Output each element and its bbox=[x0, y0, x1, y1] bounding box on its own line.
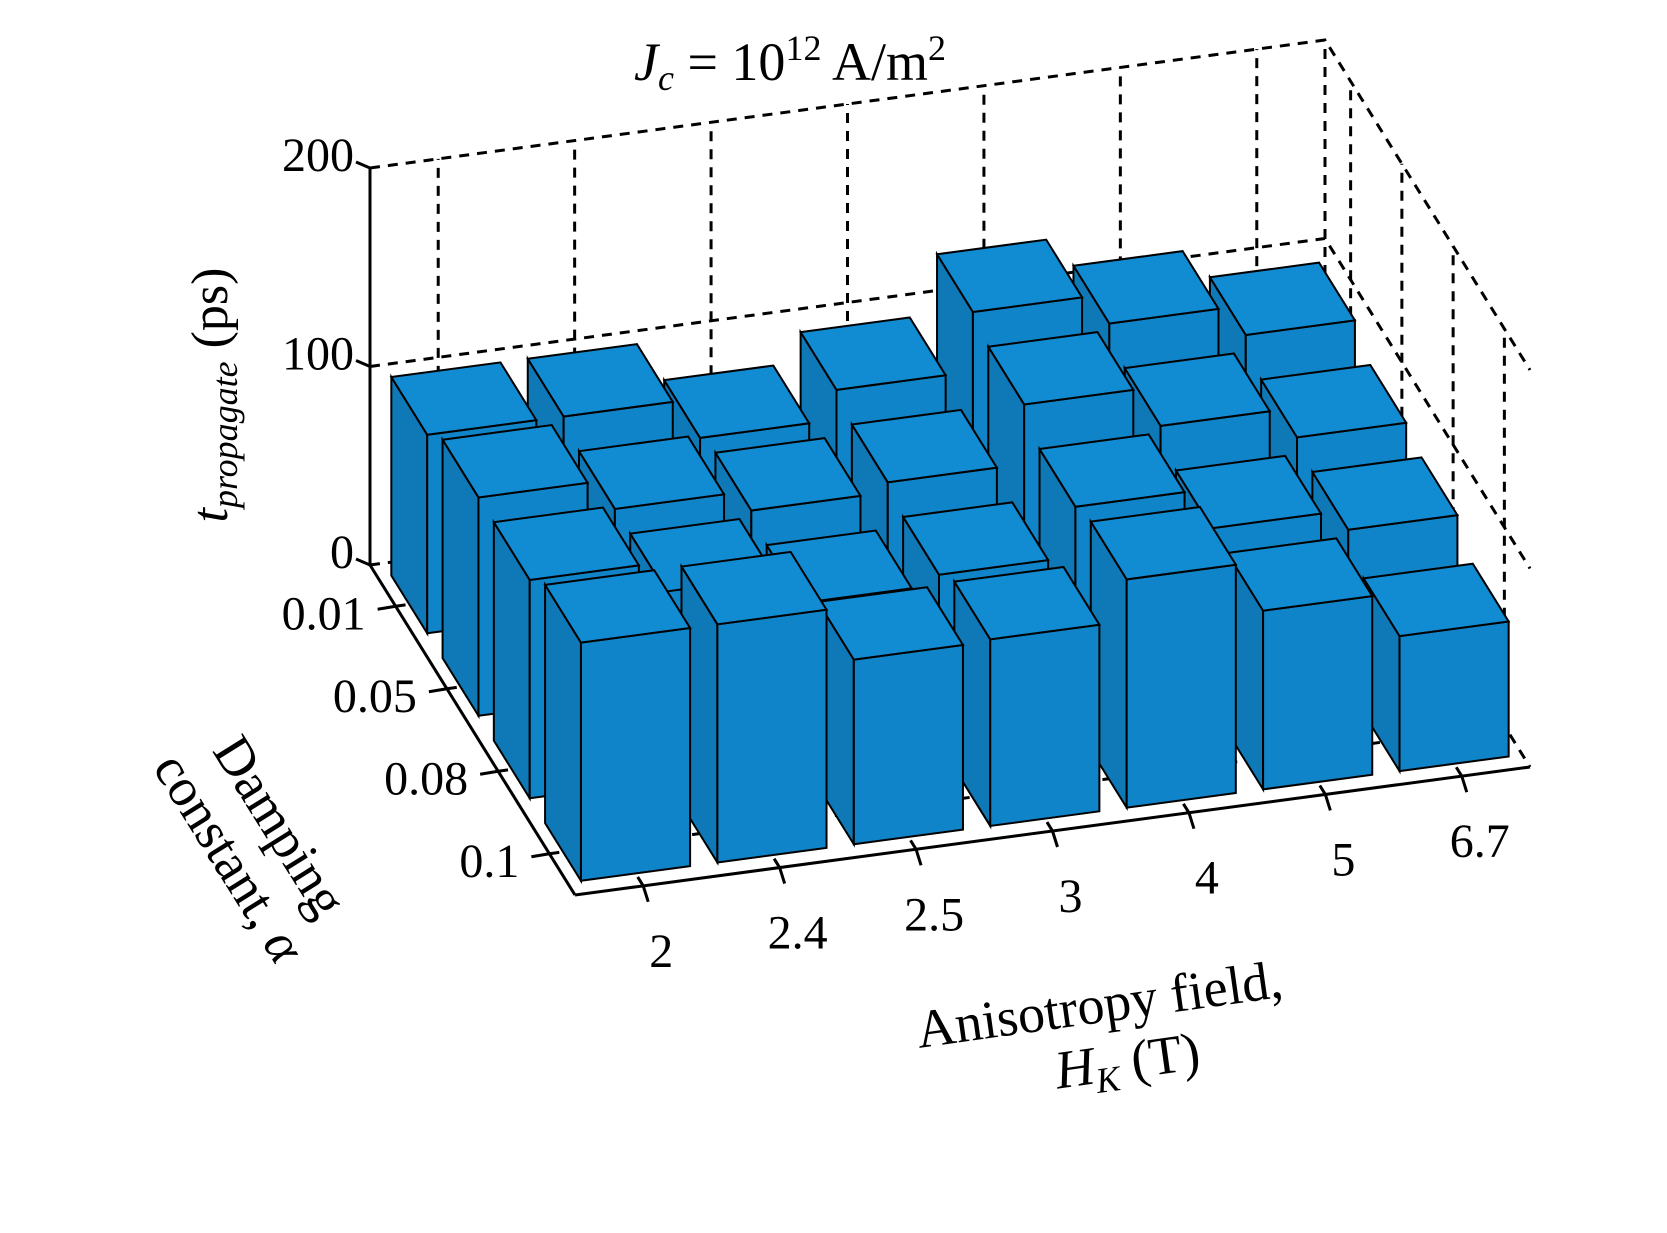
y-axis-label: Damping constant, α bbox=[142, 725, 359, 975]
x-tick bbox=[1323, 793, 1332, 811]
bar bbox=[543, 569, 692, 885]
y-tick bbox=[531, 852, 550, 859]
x-axis-label: Anisotropy field, HK (T) bbox=[912, 949, 1286, 1107]
y-tick bbox=[479, 769, 499, 776]
bar-top bbox=[440, 423, 590, 499]
title-part: J bbox=[634, 32, 661, 92]
bar bbox=[816, 586, 965, 848]
z-tick bbox=[355, 557, 371, 567]
bar-front bbox=[716, 608, 828, 864]
bar-top bbox=[901, 501, 1050, 576]
bar bbox=[1361, 562, 1511, 775]
bar-top bbox=[526, 343, 675, 418]
x-tick bbox=[1051, 830, 1059, 848]
bar-front bbox=[1125, 563, 1237, 809]
bar-top bbox=[850, 408, 999, 484]
label-part: Anisotropy field, bbox=[912, 949, 1286, 1060]
bar-top bbox=[1037, 433, 1187, 508]
z-tick-label: 0 bbox=[330, 526, 354, 579]
bar bbox=[1089, 505, 1238, 812]
x-tick bbox=[914, 848, 923, 866]
x-tick-label: 3 bbox=[1059, 870, 1083, 923]
x-tick-label: 2.5 bbox=[904, 888, 964, 941]
x-tick bbox=[641, 885, 650, 903]
bar-top bbox=[713, 437, 863, 512]
bar-top bbox=[492, 506, 641, 582]
y-axis bbox=[368, 564, 577, 896]
label-part: (ps) bbox=[182, 268, 239, 362]
bar-top bbox=[543, 569, 692, 644]
title-part: = 10 bbox=[674, 32, 785, 92]
z-tick bbox=[355, 160, 371, 170]
bar bbox=[952, 565, 1102, 830]
grid-line bbox=[369, 38, 1532, 371]
x-tick bbox=[1187, 812, 1196, 830]
bar-top bbox=[952, 565, 1102, 641]
label-part: t bbox=[182, 506, 239, 522]
x-tick bbox=[778, 867, 787, 885]
label-line: HK (T) bbox=[1050, 1021, 1204, 1107]
bar-top bbox=[816, 586, 965, 661]
bar-top bbox=[389, 361, 539, 436]
chart-title: Jc = 1012 A/m2 bbox=[634, 28, 946, 98]
z-tick-label: 200 bbox=[282, 129, 354, 182]
bar-top bbox=[1123, 352, 1272, 427]
y-tick bbox=[428, 687, 448, 694]
y-tick-label: 0.08 bbox=[384, 752, 468, 805]
bar-top bbox=[662, 364, 811, 440]
z-tick bbox=[355, 359, 371, 368]
x-tick-label: 2.4 bbox=[768, 907, 828, 960]
bar-top bbox=[1259, 363, 1408, 439]
bar-top bbox=[577, 435, 726, 511]
title-part: 12 bbox=[785, 28, 821, 68]
x-tick-label: 5 bbox=[1331, 833, 1355, 886]
bar-top bbox=[986, 330, 1135, 406]
bar-top bbox=[798, 316, 948, 391]
z-tick-label: 100 bbox=[282, 328, 354, 381]
label-part: (T) bbox=[1114, 1021, 1204, 1092]
title-part: A/m bbox=[821, 32, 928, 92]
bar-top bbox=[1089, 505, 1238, 581]
label-part: propagate bbox=[205, 361, 245, 511]
bar bbox=[1225, 537, 1374, 793]
bar-top bbox=[1361, 562, 1511, 638]
bar-front bbox=[852, 643, 964, 846]
title-part: 2 bbox=[928, 28, 946, 68]
x-tick-label: 4 bbox=[1195, 852, 1219, 905]
bar-front bbox=[1398, 620, 1510, 773]
bar bbox=[679, 550, 829, 867]
bar-top bbox=[1225, 537, 1374, 612]
y-tick-label: 0.01 bbox=[282, 587, 366, 640]
bar-top bbox=[679, 550, 829, 626]
x-tick-label: 2 bbox=[649, 925, 673, 978]
x-tick-label: 6.7 bbox=[1450, 815, 1510, 868]
y-tick-label: 0.1 bbox=[459, 835, 519, 888]
bar-top bbox=[1310, 456, 1460, 531]
bar-top bbox=[1071, 250, 1221, 325]
bar-top bbox=[1208, 261, 1357, 337]
y-tick-label: 0.05 bbox=[333, 670, 417, 723]
title-part: c bbox=[658, 58, 674, 98]
bar-top bbox=[935, 238, 1084, 314]
bar-front bbox=[989, 623, 1101, 828]
bar-front bbox=[579, 626, 692, 882]
y-tick bbox=[377, 604, 396, 611]
x-tick bbox=[1460, 775, 1469, 793]
z-axis-label: tpropagate (ps) bbox=[182, 268, 245, 523]
bar-front bbox=[1262, 594, 1374, 791]
